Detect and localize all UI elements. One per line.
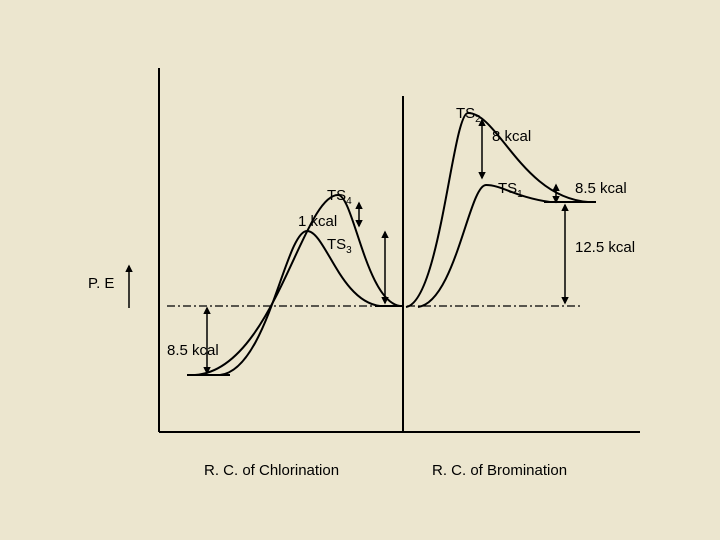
label-pe: P. E [88,275,114,292]
label-1kcal: 1 kcal [298,213,337,230]
label-12-5: 12.5 kcal [575,239,635,256]
label-ts2: TS2 [456,105,481,125]
curve-ts1 [418,185,550,307]
xaxis-label-chlorination: R. C. of Chlorination [204,462,339,479]
curve-ts3 [220,231,380,375]
label-ts4: TS4 [327,187,352,207]
label-8-5-right: 8.5 kcal [575,180,627,197]
xaxis-label-bromination: R. C. of Bromination [432,462,567,479]
label-8kcal: 8 kcal [492,128,531,145]
label-8-5-lower: 8.5 kcal [167,342,219,359]
label-ts3: TS3 [327,236,352,256]
label-ts1: TS1 [498,180,523,200]
